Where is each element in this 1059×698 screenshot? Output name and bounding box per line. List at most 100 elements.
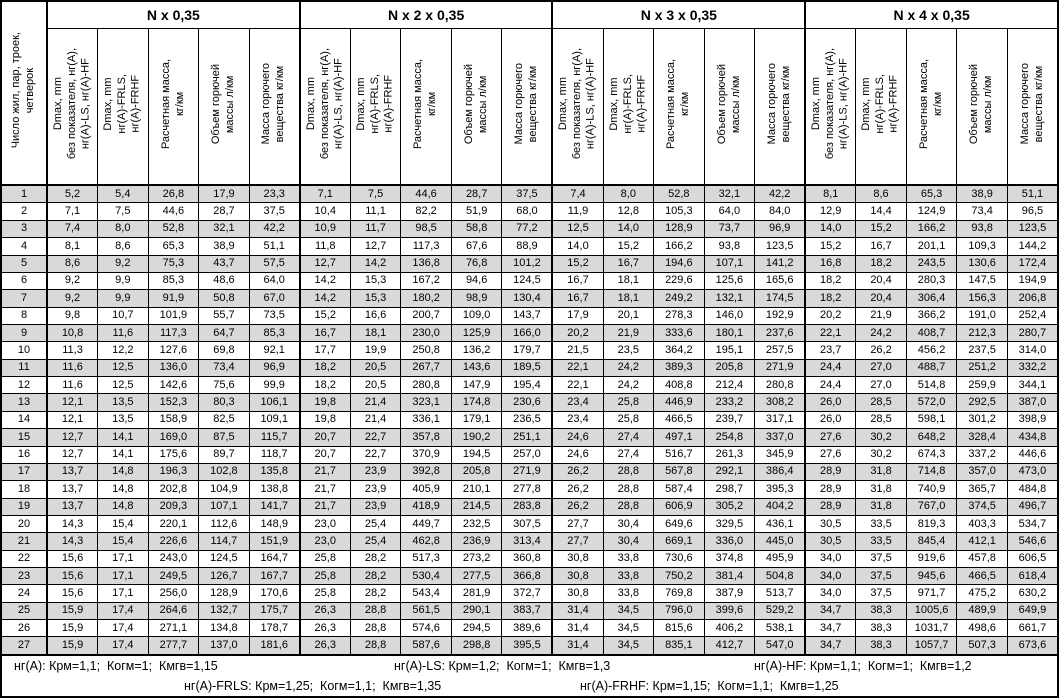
table-row: 14 12,1 13,5 158,9 82,5 109,1 19,8 21,4 336,1 179… <box>0 410 1059 430</box>
table-row: 9 10,8 11,6 117,3 64,7 85,3 16,7 18,1 230,0 125,9… <box>0 323 1059 343</box>
cell: 73,5 <box>248 306 301 325</box>
cell: 26,0 <box>804 410 857 430</box>
cell: 418,9 <box>400 497 452 516</box>
cell: 16,7 <box>298 323 351 343</box>
cell: 24,6 <box>551 445 604 464</box>
cell: 12,1 <box>46 393 99 412</box>
cell: 180,1 <box>703 323 756 343</box>
subheader-label: Dmax, mm без показателя, нг(А), нг(А)-LS… <box>304 48 345 160</box>
cell: 12,5 <box>97 376 149 395</box>
cell: 51,1 <box>248 237 301 256</box>
cell: 93,8 <box>956 219 1008 239</box>
table-row: 11 11,6 12,5 136,0 73,4 96,9 18,2 20,5 267,7 143,… <box>0 358 1059 378</box>
footnotes-line2: нг(А)-FRLS: Крм=1,25; Когм=1,1; Кмгв=1,3… <box>1 676 1058 697</box>
cell: 257,0 <box>501 445 553 464</box>
cell: 128,9 <box>198 584 250 603</box>
cell: 80,3 <box>198 393 250 412</box>
cell: 449,7 <box>400 514 452 534</box>
cell: 298,8 <box>450 636 503 656</box>
cell: 65,3 <box>147 237 200 256</box>
cell: 210,1 <box>450 480 503 499</box>
cell: 136,2 <box>450 341 503 360</box>
cell: 104,9 <box>198 480 250 499</box>
cell: 26,2 <box>551 497 604 516</box>
cell: 18,2 <box>855 254 907 273</box>
cell: 23,9 <box>349 480 402 499</box>
cell: 152,3 <box>147 393 200 412</box>
cell: 360,8 <box>501 549 553 569</box>
footnote: нг(А)-FRLS: Крм=1,25; Когм=1,1; Кмгв=1,3… <box>184 679 442 693</box>
cell: 144,2 <box>1006 237 1059 256</box>
cell: 28,8 <box>602 497 655 516</box>
cell: 181,6 <box>248 636 301 656</box>
cell: 10,7 <box>97 306 149 325</box>
cell: 31,8 <box>855 480 907 499</box>
cell: 9,8 <box>46 306 99 325</box>
cell: 971,7 <box>905 584 958 603</box>
subheader-g3-c2: Dmax, mm нг(А)-FRLS, нг(А)-FRHF <box>602 27 655 186</box>
cell: 9,2 <box>97 254 149 273</box>
cell: 22,7 <box>349 428 402 447</box>
subheader-label: Расчетная масса, кг/км <box>665 58 691 149</box>
cell: 740,9 <box>905 480 958 499</box>
cell: 20,2 <box>551 323 604 343</box>
cell: 399,6 <box>703 601 756 621</box>
cell: 105,3 <box>653 202 705 221</box>
cell: 457,8 <box>956 549 1008 569</box>
cell: 21,9 <box>855 306 907 325</box>
cell: 436,1 <box>754 514 806 534</box>
cell: 28,8 <box>349 601 402 621</box>
cell: 205,8 <box>703 358 756 378</box>
table-row: 20 14,3 15,4 220,1 112,6 148,9 23,0 25,4 449,7 23… <box>0 514 1059 534</box>
cell: 14,3 <box>46 514 99 534</box>
cell: 572,0 <box>905 393 958 412</box>
subheader-label: Dmax, mm нг(А)-FRLS, нг(А)-FRHF <box>354 73 395 134</box>
cell: 58,8 <box>450 219 503 239</box>
cell: 7,5 <box>349 184 402 204</box>
cell: 23,0 <box>298 532 351 551</box>
cell: 15,2 <box>602 237 655 256</box>
cell: 329,5 <box>703 514 756 534</box>
cell: 446,6 <box>1006 445 1059 464</box>
cell: 673,6 <box>1006 636 1059 656</box>
cell: 138,8 <box>248 480 301 499</box>
row-number: 17 <box>0 462 48 482</box>
cell: 112,6 <box>198 514 250 534</box>
cell: 38,3 <box>855 601 907 621</box>
cell: 209,3 <box>147 497 200 516</box>
cell: 392,8 <box>400 462 452 482</box>
cell: 158,9 <box>147 410 200 430</box>
cell: 648,2 <box>905 428 958 447</box>
cell: 118,7 <box>248 445 301 464</box>
cell: 561,5 <box>400 601 452 621</box>
cell: 33,8 <box>602 584 655 603</box>
cell: 243,5 <box>905 254 958 273</box>
cell: 166,0 <box>501 323 553 343</box>
row-number: 3 <box>0 219 48 239</box>
cell: 34,5 <box>602 619 655 638</box>
cell: 27,6 <box>804 445 857 464</box>
cell: 27,7 <box>551 532 604 551</box>
cell: 64,0 <box>703 202 756 221</box>
cell: 7,5 <box>97 202 149 221</box>
table-row: 2 7,1 7,5 44,6 28,7 37,5 10,4 11,1 82,2 51,9 68,0 1… <box>0 202 1059 221</box>
cell: 25,4 <box>349 514 402 534</box>
cell: 271,1 <box>147 619 200 638</box>
cell: 7,1 <box>298 184 351 204</box>
cell: 301,2 <box>956 410 1008 430</box>
cell: 945,6 <box>905 567 958 586</box>
cell: 93,8 <box>703 237 756 256</box>
subheader-label: Объем горючей массы л/км <box>968 63 995 144</box>
cell: 92,1 <box>248 341 301 360</box>
cell: 191,0 <box>956 306 1008 325</box>
cell: 109,3 <box>956 237 1008 256</box>
cell: 20,7 <box>298 445 351 464</box>
cell: 27,0 <box>855 358 907 378</box>
cell: 147,5 <box>956 271 1008 291</box>
cell: 23,3 <box>248 184 301 204</box>
cell: 26,8 <box>147 184 200 204</box>
cell: 19,8 <box>298 393 351 412</box>
cell: 64,0 <box>248 271 301 291</box>
cell: 17,1 <box>97 549 149 569</box>
